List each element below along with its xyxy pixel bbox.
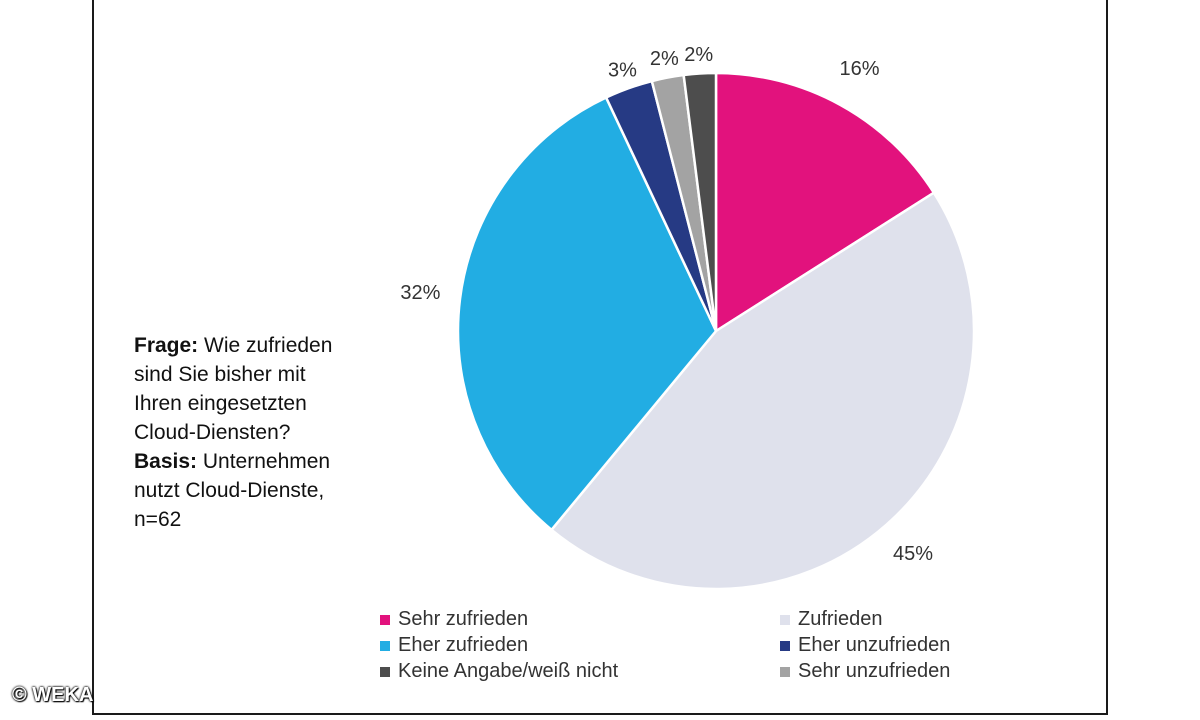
pie-labels: 16% 45% 32% 3% 2% 2% [400,44,933,565]
legend-label: Zufrieden [798,608,883,630]
legend-label: Eher zufrieden [398,634,529,656]
basis-text: Unternehmen nutzt Cloud-Dienste, n=62 [134,450,331,531]
legend-label: Sehr zufrieden [398,608,529,630]
pie-slice-eher-zufrieden [456,95,718,532]
frage-text: Wie zufrieden sind Sie bisher mit Ihren … [134,334,333,444]
data-label-eher-zufrieden: 32% [400,282,440,304]
basis-label: Basis: [134,450,198,473]
data-label-sehr-zufrieden: 16% [840,58,880,80]
data-label-eher-unzufrieden: 3% [608,60,637,82]
pie-slices [456,71,976,591]
data-label-sehr-unzufrieden: 2% [650,48,679,70]
data-label-zufrieden: 45% [893,543,933,565]
legend-item-zufrieden: Zufrieden [780,608,883,631]
legend-item-keine-angabe-weiss-nicht: Keine Angabe/weiß nicht [380,660,618,683]
legend-label: Eher unzufrieden [798,634,951,656]
legend-swatch [380,666,390,677]
legend-swatch [380,640,390,651]
pie-slice-zufrieden [549,191,976,591]
legend-swatch [780,614,790,625]
survey-note: Frage: Wie zufrieden sind Sie bisher mit… [134,331,354,534]
legend-item-sehr-unzufrieden: Sehr unzufrieden [780,660,950,683]
legend-item-sehr-zufrieden: Sehr zufrieden [380,608,528,631]
watermark-logo: © WEKA [12,684,94,706]
legend-swatch [780,666,790,677]
legend-swatch [380,614,390,625]
legend-label: Sehr unzufrieden [798,660,951,682]
pie-slice-sehr-zufrieden [714,71,936,334]
legend-item-eher-unzufrieden: Eher unzufrieden [780,634,950,657]
frage-label: Frage: [134,334,199,357]
legend-item-eher-zufrieden: Eher zufrieden [380,634,528,657]
data-label-keine-angabe-weiss-nicht: 2% [684,44,713,66]
legend-label: Keine Angabe/weiß nicht [398,660,619,682]
legend-swatch [780,640,790,651]
pie-slice-keine-angabe-weiss-nicht [682,71,718,332]
